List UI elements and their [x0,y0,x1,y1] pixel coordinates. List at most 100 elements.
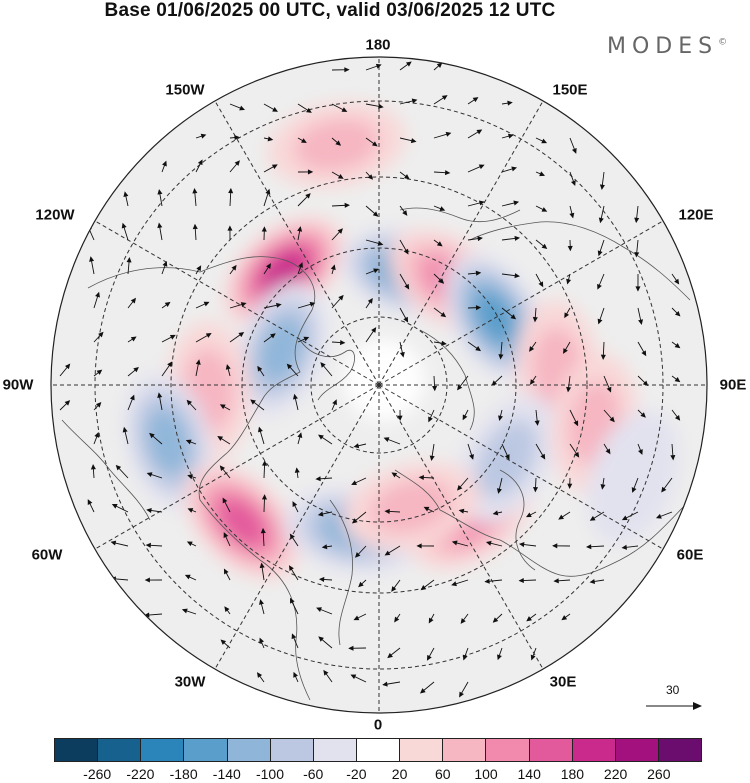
wind-vector-head [181,608,188,614]
wind-vector-head [259,562,265,569]
wind-vector-head [514,235,520,241]
wind-vector-head [621,544,627,550]
wind-vector-head [574,451,580,458]
wind-vector-head [492,617,499,623]
wind-vector-head [293,671,298,678]
colorbar-tick-label: -220 [126,766,155,782]
wind-vector-head [541,243,548,250]
wind-vector-head [570,180,576,186]
wind-vector-head [301,138,307,144]
colorbar-tick-label: 260 [647,766,671,782]
wind-vector-head [674,278,680,285]
lon-label-180: 180 [365,36,391,54]
wind-vector-head [436,62,443,68]
wind-vector-head [64,363,71,370]
colorbar-tick-label: -180 [169,766,198,782]
wind-vector-head [416,543,422,549]
colorbar-tick-label: 20 [391,766,408,782]
wind-vector-head [529,346,535,352]
wind-vector-head [670,455,676,461]
wind-vector-head [123,191,129,197]
lon-label-0: 0 [373,716,383,734]
wind-vector-head [534,420,540,426]
wind-vector-head [478,164,485,170]
wind-vector-head [130,336,137,342]
colorbar [54,738,702,762]
wind-vector-head [475,346,482,352]
lon-label-120e: 120E [678,206,714,224]
wind-vector-head [167,361,173,368]
map-boundary [50,56,708,714]
wind-vector-head [186,541,193,547]
wind-vector-head [337,228,343,234]
wind-vector-head [426,654,432,661]
wind-vector-head [318,576,325,582]
wind-vector-head [597,250,603,257]
wind-vector-head [383,437,390,442]
wind-vector-head [441,340,447,346]
wind-vector-head [507,100,513,106]
wind-vector-head [94,431,100,438]
wind-vector-head [315,476,321,482]
wind-vector-head [564,312,570,319]
wind-vector-head [371,141,378,147]
wind-vector-head [344,202,350,208]
wind-vector-head [196,265,202,272]
wind-vector-head [552,543,558,549]
wind-vector-head [423,506,430,512]
colorbar-swatch [98,739,142,761]
wind-vector-head [234,160,240,166]
wind-vector-head [157,392,163,398]
wind-vector-head [518,577,524,584]
wind-vector-head [341,107,348,112]
wind-vector-head [462,414,468,421]
wind-vector-head [589,578,596,584]
colorbar-swatch [529,739,573,761]
wind-vector-head [621,515,628,521]
wind-vector-head [220,639,227,645]
lon-label-30w: 30W [174,673,206,691]
wind-vector-head [441,95,448,101]
wind-vector-head [538,281,544,288]
wind-vector-head [223,532,229,538]
wind-vector-head [89,256,95,262]
wind-vector-head [428,617,434,624]
wind-vector-head [64,400,71,406]
lon-label-150w: 150W [165,81,205,99]
wind-vector-head [90,464,96,470]
wind-vector-head [239,105,246,111]
colorbar-swatch [443,739,487,761]
wind-vector-head [372,211,379,217]
wind-vector-head [318,636,324,642]
wind-vector-head [309,301,316,307]
wind-vector-head [661,486,667,493]
wind-vector-head [391,472,398,478]
wind-vector-head [318,434,324,440]
brand-mark: © [718,37,728,48]
wind-vector-head [200,133,207,139]
wind-vector-head [540,453,546,460]
wind-vector-head [491,380,498,386]
colorbar-tick-label: -20 [346,766,367,782]
wind-vector-head [598,217,604,224]
wind-vector-head [223,568,229,575]
wind-vector-head [387,652,393,659]
wind-vector-head [635,286,641,292]
wind-vector-head [321,544,328,550]
wind-vector-head [444,170,451,176]
wind-vector-head [600,354,606,360]
wind-vector-head [399,351,405,358]
wind-vector-head [339,340,346,346]
wind-vector-head [674,415,681,421]
wind-vector-head [146,507,152,514]
wind-vector-head [367,174,374,180]
wind-vector-head [553,578,559,584]
wind-vector-head [458,508,465,514]
wind-vector-head [597,318,603,325]
wind-vector-head [146,472,153,478]
wind-vector-head [529,379,536,385]
wind-vector-head [96,369,103,375]
wind-vector-head [169,334,176,340]
wind-vector-head [224,606,230,612]
wind-vector-head [144,577,150,583]
